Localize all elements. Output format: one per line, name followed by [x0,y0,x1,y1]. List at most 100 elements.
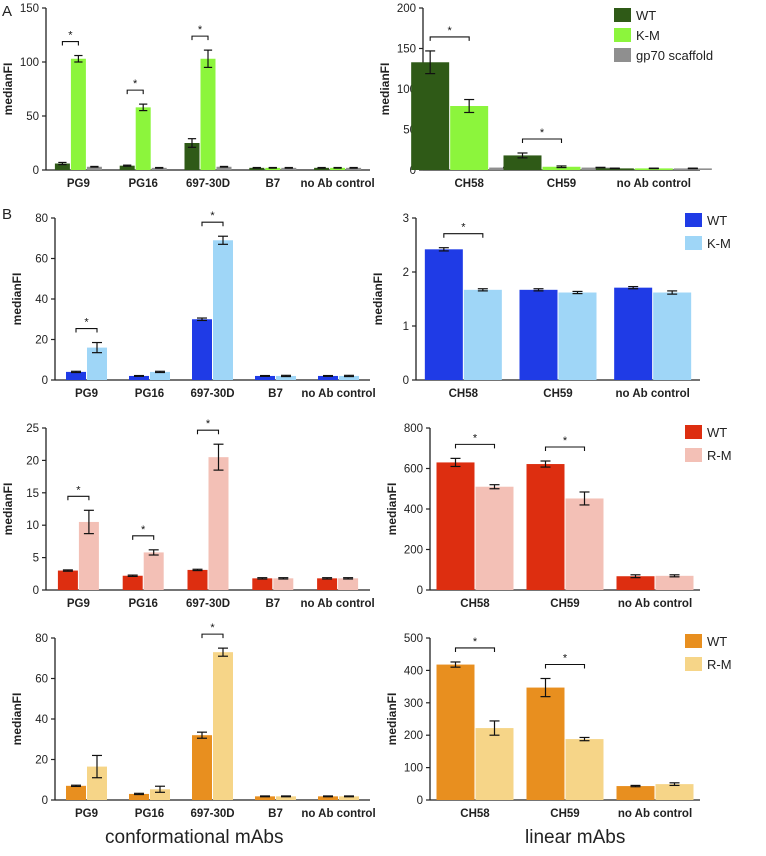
legend-label: K-M [707,236,731,251]
legend-swatch [614,48,631,62]
bar-k-m [339,375,359,380]
x-tick-label: PG9 [67,598,90,610]
y-tick-label: 200 [404,730,423,742]
bar-k-m [276,375,296,380]
bar-r-m [655,575,694,590]
bar-r-m [208,457,229,590]
y-tick-label: 0 [33,165,39,177]
bar-r-m [475,486,514,590]
bar-k-m [70,58,86,171]
x-tick-label: no Ab control [300,178,374,190]
significance-bracket [67,495,90,501]
x-tick-label: B7 [265,178,280,190]
y-axis-label: medianFI [10,273,24,326]
x-tick-label: CH59 [543,388,572,400]
x-tick-label: CH59 [550,598,579,610]
bar-wt [249,167,265,170]
y-tick-label: 10 [26,520,39,532]
x-tick-label: CH58 [454,178,484,190]
significance-star: * [448,25,453,37]
bar-wt [317,578,338,590]
y-tick-label: 150 [397,44,416,56]
y-tick-label: 1 [403,321,409,333]
legend-label: K-M [636,28,660,43]
bar-wt [57,570,78,590]
x-tick-label: B7 [265,598,280,610]
x-tick-label: no Ab control [301,808,375,820]
y-axis-label: medianFI [371,273,385,326]
bar-wt [255,375,275,380]
significance-bracket [521,138,563,143]
significance-star: * [68,30,73,42]
bar-wt [66,371,86,380]
bar-k-m [542,166,581,170]
bar-wt [436,664,475,800]
x-tick-label: no Ab control [618,808,692,820]
y-tick-label: 50 [26,111,39,123]
bar-k-m [450,106,489,170]
bar-gp70-scaffold [86,166,102,170]
legend-label: WT [707,634,727,649]
y-tick-label: 20 [35,335,48,347]
bar-wt [614,287,653,380]
y-tick-label: 100 [404,763,423,775]
y-tick-label: 5 [33,553,39,565]
y-tick-label: 0 [403,375,409,387]
bar-wt [526,464,565,590]
y-tick-label: 80 [35,213,48,225]
significance-star: * [473,636,478,648]
significance-star: * [84,317,89,329]
bar-wt [436,462,475,590]
bar-wt [192,319,212,380]
significance-star: * [540,127,545,139]
x-tick-label: CH58 [460,598,490,610]
y-tick-label: 0 [42,375,48,387]
y-axis-label: medianFI [1,483,15,536]
x-tick-label: no Ab control [301,388,375,400]
significance-star: * [198,24,203,36]
chart-B3-left: 0 20 40 60 80 medianFI PG9 PG16 697-30D B7 no Ab c… [10,622,376,820]
chart-B1-left: 0 20 40 60 80 medianFI PG9 PG16 697-30D B7 no Ab c… [10,210,376,400]
legend-label: WT [707,213,727,228]
bar-wt [184,143,200,170]
bar-wt [66,785,86,800]
footer-right-label: linear mAbs [525,827,626,848]
bar-r-m [78,521,99,590]
chart-B3-right: 0 100 200 300 400 500 medianFI CH58 CH59 no Ab co… [385,633,732,820]
bar-r-m [143,552,164,590]
y-tick-label: 200 [404,545,423,557]
y-axis-label: medianFI [1,63,15,116]
bar-k-m [558,292,597,380]
significance-star: * [563,653,568,665]
bar-k-m [653,292,692,380]
x-tick-label: PG9 [75,388,98,400]
bar-wt [616,786,655,800]
bar-wt [503,155,542,170]
y-tick-label: 100 [20,57,39,69]
chart-B1-right: 0 1 2 3 medianFI CH58 CH59 no Ab control * WT K-M [371,213,731,400]
x-tick-label: no Ab control [616,388,690,400]
y-tick-label: 80 [35,633,48,645]
bar-r-m [655,784,694,800]
bar-r-m [150,789,170,800]
y-tick-label: 400 [404,504,423,516]
chart-B2-right: 0 200 400 600 800 medianFI CH58 CH59 no Ab contr… [385,423,732,610]
bar-r-m [273,578,294,590]
x-tick-label: CH58 [460,808,490,820]
y-tick-label: 500 [404,633,423,645]
bar-k-m [200,58,216,171]
bar-gp70-scaffold [281,167,297,170]
x-tick-label: PG9 [67,178,90,190]
y-tick-label: 0 [42,795,48,807]
x-tick-label: B7 [268,808,283,820]
significance-bracket [454,647,496,652]
y-tick-label: 60 [35,674,48,686]
significance-bracket [544,446,586,452]
x-tick-label: 697-30D [186,178,230,190]
legend-label: WT [707,425,727,440]
y-tick-label: 400 [404,665,423,677]
legend-swatch [614,28,631,42]
bar-wt [616,576,655,590]
